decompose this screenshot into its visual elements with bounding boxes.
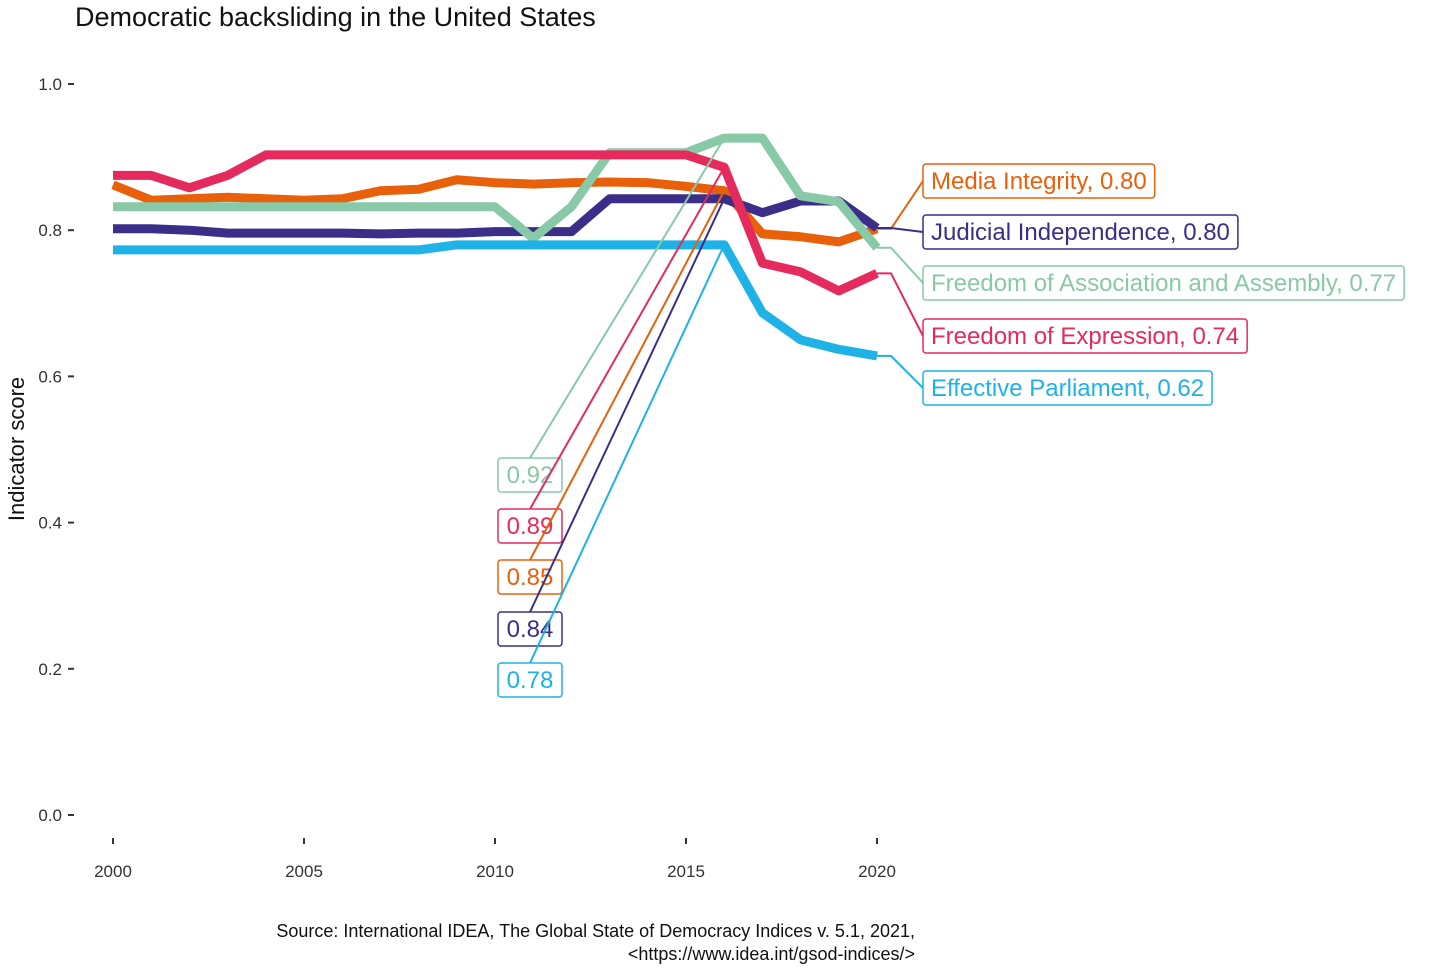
source-caption: Source: International IDEA, The Global S…: [276, 920, 915, 966]
end-label-box: [922, 214, 1239, 250]
x-tick-label: 2020: [858, 862, 896, 881]
peak-label-leader: [529, 244, 726, 664]
peak-label-leader: [529, 198, 726, 613]
y-tick-label: 0.4: [38, 514, 62, 533]
peak-label-text: 0.92: [507, 462, 554, 489]
end-label-leader: [877, 180, 924, 230]
end-label-leader: [877, 246, 924, 284]
series-line-freedom-of-expression: [113, 150, 879, 296]
x-tick-label: 2010: [476, 862, 514, 881]
x-tick-label: 2015: [667, 862, 705, 881]
series-lines: [111, 133, 881, 361]
end-label-box: [922, 163, 1156, 199]
y-tick-label: 0.2: [38, 660, 62, 679]
peak-label-leader: [529, 137, 726, 459]
end-label-freedom-of-association-and-assembly: Freedom of Association and Assembly, 0.7…: [922, 265, 1405, 301]
y-tick-label: 1.0: [38, 75, 62, 94]
series-labels: Freedom of Association and Assembly, 0.7…: [497, 137, 1405, 698]
peak-label-box: [497, 508, 563, 544]
peak-label-leader: [529, 166, 726, 510]
source-line-2: <https://www.idea.int/gsod-indices/>: [627, 944, 915, 964]
source-line-1: Source: International IDEA, The Global S…: [276, 921, 915, 941]
end-label-text: Media Integrity, 0.80: [931, 168, 1147, 195]
end-label-text: Freedom of Association and Assembly, 0.7…: [931, 270, 1396, 297]
end-label-text: Judicial Independence, 0.80: [931, 219, 1230, 246]
end-label-box: [922, 370, 1213, 406]
y-tick-label: 0.0: [38, 806, 62, 825]
peak-label-box: [497, 457, 563, 493]
y-axis-label: Indicator score: [4, 377, 29, 521]
end-label-media-integrity: Media Integrity, 0.80: [922, 163, 1156, 199]
end-label-judicial-independence: Judicial Independence, 0.80: [922, 214, 1239, 250]
x-tick-label: 2000: [94, 862, 132, 881]
end-label-leader: [877, 354, 924, 389]
axes: 0.0 0.2 0.4 0.6 0.8 1.0 2000 2005 2010 2015 2020: [38, 75, 896, 881]
series-line-judicial-independence: [113, 194, 880, 239]
end-label-freedom-of-expression: Freedom of Expression, 0.74: [922, 318, 1248, 354]
peak-label-box: [497, 559, 563, 595]
series-line-freedom-of-association-and-assembly: [113, 133, 881, 251]
peak-label-text: 0.78: [507, 667, 554, 694]
end-label-box: [922, 265, 1405, 301]
peak-label-freedom-of-expression: 0.89: [497, 508, 563, 544]
end-label-box: [922, 318, 1248, 354]
end-label-text: Freedom of Expression, 0.74: [931, 323, 1239, 350]
peak-label-freedom-of-association-and-assembly: 0.92: [497, 457, 563, 493]
peak-label-box: [497, 611, 563, 647]
end-label-text: Effective Parliament, 0.62: [931, 375, 1204, 402]
y-tick-label: 0.8: [38, 221, 62, 240]
peak-label-effective-parliament: 0.78: [497, 662, 563, 698]
peak-label-leader: [529, 190, 726, 561]
y-tick-label: 0.6: [38, 367, 62, 386]
peak-label-text: 0.89: [507, 513, 554, 540]
end-label-effective-parliament: Effective Parliament, 0.62: [922, 370, 1213, 406]
end-label-leader: [877, 272, 924, 337]
series-line-effective-parliament: [113, 240, 878, 361]
chart-title: Democratic backsliding in the United Sta…: [75, 2, 596, 32]
x-tick-label: 2005: [285, 862, 323, 881]
peak-label-box: [497, 662, 563, 698]
end-label-leader: [877, 227, 924, 233]
